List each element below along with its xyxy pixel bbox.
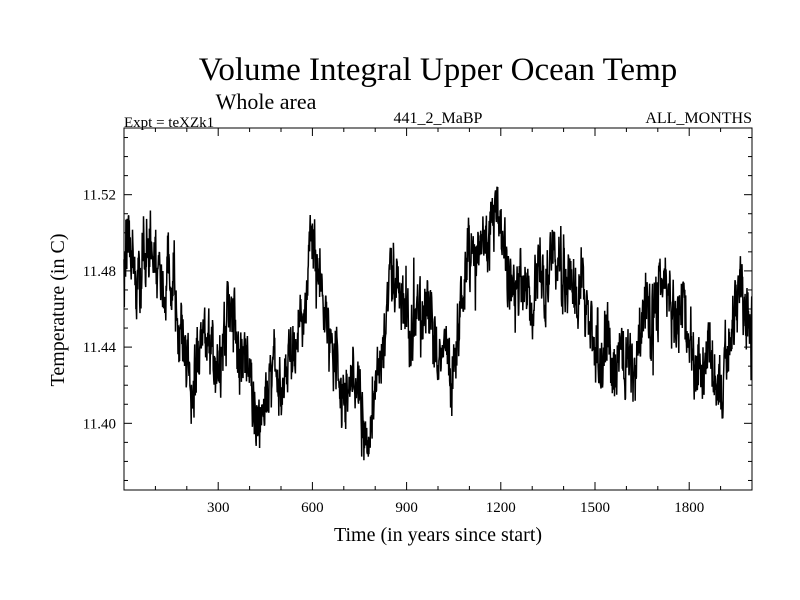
x-axis-label: Time (in years since start) <box>334 524 542 546</box>
y-tick-label: 11.40 <box>83 416 116 432</box>
x-tick-label: 1200 <box>486 500 516 516</box>
x-tick-label: 1500 <box>580 500 610 516</box>
center-label: 441_2_MaBP <box>394 110 483 127</box>
y-axis-label: Temperature (in C) <box>47 234 69 387</box>
chart-subtitle: Whole area <box>216 89 317 114</box>
series-line <box>123 186 753 461</box>
x-tick-label: 600 <box>301 500 324 516</box>
y-tick-label: 11.52 <box>83 188 116 204</box>
y-tick-label: 11.48 <box>83 264 116 280</box>
y-tick-label: 11.44 <box>83 340 117 356</box>
chart-title: Volume Integral Upper Ocean Temp <box>199 52 677 88</box>
expt-label: Expt = teXZk1 <box>124 115 214 131</box>
x-tick-label: 1800 <box>674 500 704 516</box>
x-tick-label: 900 <box>395 500 418 516</box>
x-tick-label: 300 <box>207 500 230 516</box>
right-label: ALL_MONTHS <box>645 110 752 127</box>
axis-ticks: 300 600 900 1200 1500 1800 11.40 11.44 11.48 11.5… <box>83 128 752 516</box>
